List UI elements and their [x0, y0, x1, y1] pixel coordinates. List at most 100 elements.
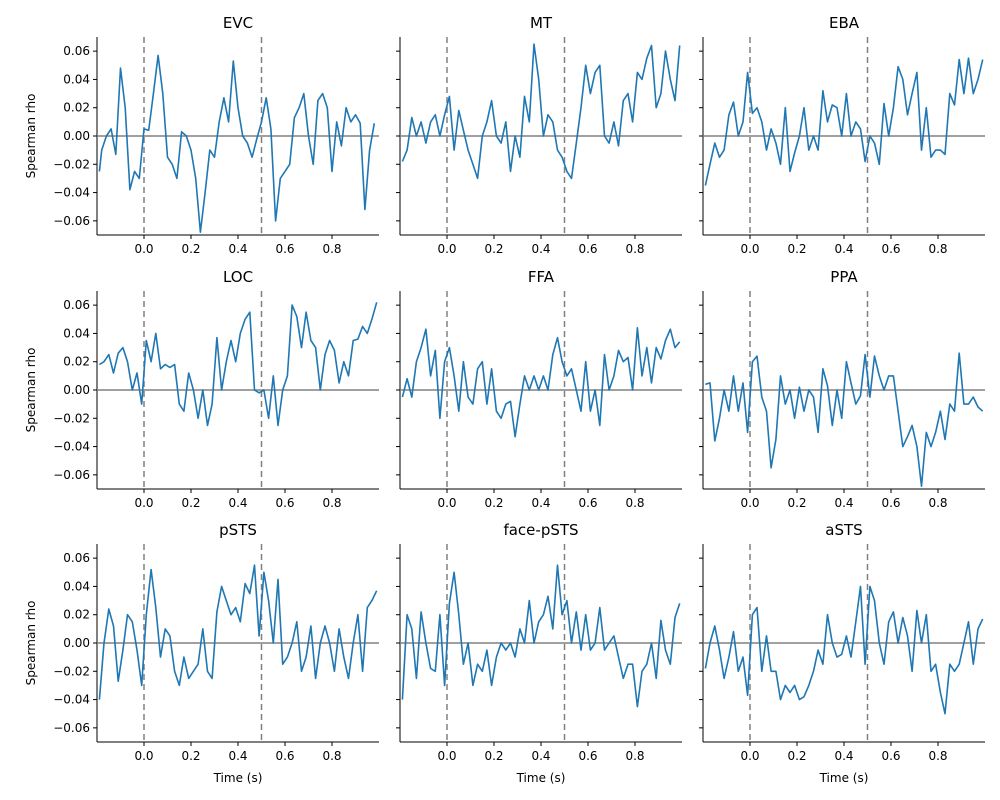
x-tick-label: 0.0: [437, 496, 456, 510]
series-line: [705, 353, 982, 486]
y-axis-label: Spearman rho: [24, 348, 38, 433]
x-tick-label: 0.6: [275, 749, 294, 763]
series-line: [705, 586, 982, 713]
y-tick-label: 0.00: [63, 129, 90, 143]
series-line: [99, 55, 374, 232]
subplot-title: face-pSTS: [503, 521, 578, 539]
x-tick-label: 0.4: [228, 496, 247, 510]
x-tick-label: 0.0: [437, 242, 456, 256]
x-tick-label: 0.6: [881, 496, 900, 510]
y-tick-label: 0.06: [63, 298, 90, 312]
x-tick-label: 0.2: [181, 749, 200, 763]
subplot-title: EBA: [829, 14, 860, 32]
x-tick-label: 0.8: [928, 749, 947, 763]
y-tick-label: −0.02: [53, 664, 90, 678]
x-tick-label: 0.2: [484, 749, 503, 763]
series-line: [402, 44, 679, 178]
y-tick-label: 0.02: [63, 608, 90, 622]
series-line: [402, 565, 679, 706]
x-tick-label: 0.0: [134, 496, 153, 510]
x-tick-label: 0.0: [740, 496, 759, 510]
subplot-8: face-pSTS 0.0 0.2 0.4 0.6 0.8 Time (s): [396, 521, 682, 785]
series-line: [99, 302, 376, 425]
x-tick-label: 0.8: [322, 749, 341, 763]
y-axis-label: Spearman rho: [24, 94, 38, 179]
y-tick-label: 0.00: [63, 636, 90, 650]
x-tick-label: 0.6: [275, 496, 294, 510]
x-tick-label: 0.2: [787, 496, 806, 510]
subplot-7: pSTS −0.06 −0.04 −0.02 0.00 0.02 0.04 0.06 0.0 0.…: [24, 521, 379, 785]
series-line: [705, 58, 982, 185]
y-tick-label: 0.06: [63, 44, 90, 58]
y-axis-label: Spearman rho: [24, 601, 38, 686]
subplot-title: EVC: [223, 14, 253, 32]
x-tick-label: 0.8: [322, 242, 341, 256]
x-tick-label: 0.4: [228, 242, 247, 256]
x-tick-label: 0.6: [881, 749, 900, 763]
y-tick-label: −0.06: [53, 214, 90, 228]
x-tick-label: 0.4: [834, 496, 853, 510]
x-tick-label: 0.2: [484, 496, 503, 510]
x-tick-label: 0.8: [625, 496, 644, 510]
x-tick-label: 0.2: [787, 242, 806, 256]
x-tick-label: 0.4: [834, 749, 853, 763]
x-tick-label: 0.8: [928, 496, 947, 510]
x-tick-label: 0.6: [881, 242, 900, 256]
x-tick-label: 0.4: [228, 749, 247, 763]
subplot-title: LOC: [223, 268, 253, 286]
x-tick-label: 0.6: [578, 496, 597, 510]
y-tick-label: 0.04: [63, 326, 90, 340]
x-tick-label: 0.4: [834, 242, 853, 256]
series-line: [99, 565, 376, 699]
y-tick-label: 0.04: [63, 579, 90, 593]
x-tick-label: 0.2: [181, 242, 200, 256]
x-axis-label: Time (s): [516, 771, 566, 785]
x-axis-label: Time (s): [213, 771, 263, 785]
x-tick-label: 0.8: [625, 242, 644, 256]
x-tick-label: 0.4: [531, 496, 550, 510]
x-tick-label: 0.2: [484, 242, 503, 256]
subplot-4: LOC −0.06 −0.04 −0.02 0.00 0.02 0.04 0.06 0.0 0.2…: [24, 268, 379, 510]
x-tick-label: 0.4: [531, 242, 550, 256]
x-tick-label: 0.0: [134, 749, 153, 763]
y-tick-label: 0.06: [63, 551, 90, 565]
y-tick-label: −0.04: [53, 440, 90, 454]
x-tick-label: 0.0: [437, 749, 456, 763]
y-tick-label: −0.04: [53, 186, 90, 200]
subplot-title: aSTS: [825, 521, 862, 539]
x-tick-label: 0.2: [181, 496, 200, 510]
subplot-title: pSTS: [219, 521, 257, 539]
subplot-1: EVC −0.06 −0.04 −0.02 0.00 0.02 0.04 0.06 0.0 0.2…: [24, 14, 379, 256]
subplot-title: MT: [530, 14, 553, 32]
x-tick-label: 0.6: [578, 749, 597, 763]
subplot-2: MT 0.0 0.2 0.4 0.6 0.8: [396, 14, 682, 256]
x-tick-label: 0.6: [578, 242, 597, 256]
x-tick-label: 0.0: [740, 749, 759, 763]
x-tick-label: 0.8: [928, 242, 947, 256]
x-tick-label: 0.0: [740, 242, 759, 256]
x-tick-label: 0.2: [787, 749, 806, 763]
x-axis-label: Time (s): [819, 771, 869, 785]
subplot-6: PPA 0.0 0.2 0.4 0.6 0.8: [699, 268, 985, 510]
y-tick-label: 0.02: [63, 355, 90, 369]
y-tick-label: −0.04: [53, 693, 90, 707]
y-tick-label: 0.02: [63, 101, 90, 115]
series-line: [402, 328, 679, 437]
subplot-title: PPA: [830, 268, 858, 286]
subplot-9: aSTS 0.0 0.2 0.4 0.6 0.8 Time (s): [699, 521, 985, 785]
x-tick-label: 0.8: [625, 749, 644, 763]
y-tick-label: −0.02: [53, 411, 90, 425]
x-tick-label: 0.4: [531, 749, 550, 763]
x-tick-label: 0.0: [134, 242, 153, 256]
x-tick-label: 0.8: [322, 496, 341, 510]
subplot-3: EBA 0.0 0.2 0.4 0.6 0.8: [699, 14, 985, 256]
y-tick-label: −0.06: [53, 721, 90, 735]
subplot-title: FFA: [528, 268, 555, 286]
y-tick-label: −0.02: [53, 157, 90, 171]
subplot-5: FFA 0.0 0.2 0.4 0.6 0.8: [396, 268, 682, 510]
y-tick-label: 0.04: [63, 72, 90, 86]
x-tick-label: 0.6: [275, 242, 294, 256]
y-tick-label: −0.06: [53, 468, 90, 482]
y-tick-label: 0.00: [63, 383, 90, 397]
